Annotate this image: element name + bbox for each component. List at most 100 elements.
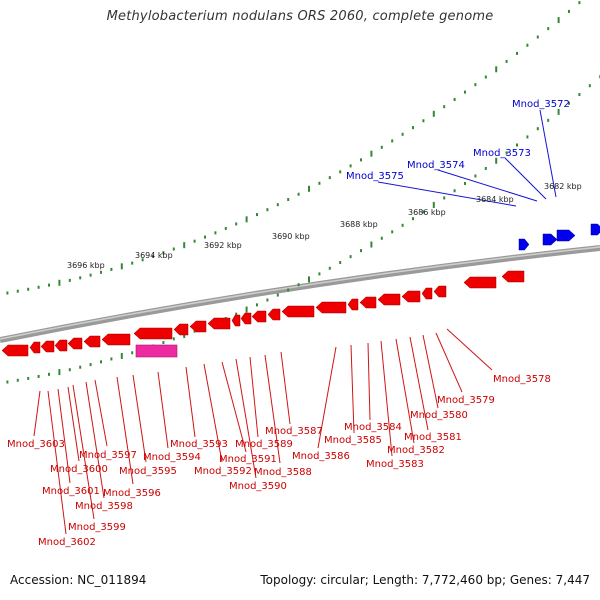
outer-scale-tick (308, 185, 310, 192)
reverse-label-line (185, 366, 196, 438)
forward-gene-arrow (518, 238, 530, 251)
inner-scale-tick (48, 372, 50, 376)
inner-scale-tick (484, 166, 487, 170)
inner-scale-tick (245, 306, 248, 313)
label-leader-lines (33, 109, 557, 535)
inner-scale-tick (110, 357, 113, 361)
reverse-gene-label: Mnod_3595 (119, 466, 177, 477)
inner-scale-tick (495, 157, 498, 164)
outer-scale-tick (16, 289, 19, 293)
reverse-gene-label: Mnod_3599 (68, 522, 126, 533)
inner-scale-tick (557, 108, 560, 115)
outer-scale-tick (79, 276, 82, 280)
reverse-label-line (33, 390, 41, 437)
reverse-gene-label: Mnod_3579 (437, 395, 495, 406)
reverse-gene-label: Mnod_3585 (324, 435, 382, 446)
reverse-label-line (264, 354, 281, 464)
inner-scale-tick (443, 196, 446, 200)
forward-gene-label: Mnod_3574 (407, 160, 465, 171)
inner-scale-tick (58, 369, 61, 376)
inner-scale-tick (100, 360, 102, 364)
inner-scale-tick (422, 210, 425, 214)
forward-label-line (539, 109, 557, 198)
gene-features (1, 223, 600, 358)
reverse-gene-arrow (421, 287, 433, 300)
reverse-label-line (422, 334, 439, 409)
outer-scale-tick (474, 83, 477, 87)
reverse-label-line (157, 371, 169, 449)
reverse-label-line (57, 388, 71, 484)
outer-scale-tick (557, 17, 560, 24)
reverse-gene-label: Mnod_3601 (42, 486, 100, 497)
reverse-gene-arrow (315, 301, 347, 314)
scale-label: 3688 kbp (340, 220, 378, 229)
inner-scale-tick (505, 151, 508, 155)
outer-scale-tick (380, 145, 383, 149)
outer-scale-tick (391, 139, 394, 143)
outer-scale-tick (349, 164, 352, 168)
highlighted-feature (135, 344, 178, 358)
labels: 3682 kbp 3684 kbp 3686 kbp 3688 kbp 3690 kbp… (7, 99, 582, 548)
outer-scale-tick (27, 287, 30, 291)
reverse-gene-arrow (347, 298, 359, 311)
scale-label: 3682 kbp (544, 182, 582, 191)
reverse-label-line (116, 376, 134, 485)
inner-scale-tick (547, 118, 550, 122)
outer-scale-tick (536, 35, 539, 39)
scale-label: 3696 kbp (67, 261, 105, 270)
outer-scale-tick (256, 213, 258, 217)
reverse-gene-label: Mnod_3578 (493, 374, 551, 385)
outer-scale-tick (443, 105, 446, 109)
reverse-gene-arrow (1, 344, 29, 357)
reverse-gene-label: Mnod_3602 (38, 537, 96, 548)
outer-scale-tick (141, 258, 144, 262)
reverse-gene-arrow (401, 290, 421, 303)
forward-gene-label: Mnod_3575 (346, 171, 404, 182)
outer-scale-tick (578, 1, 581, 5)
forward-gene-arrow (542, 233, 558, 246)
outer-scale-tick (89, 273, 92, 277)
inner-scale-tick (401, 223, 404, 227)
reverse-gene-label: Mnod_3588 (254, 467, 312, 478)
inner-scale-tick (453, 189, 456, 193)
inner-scale-tick (162, 341, 165, 345)
inner-scale-tick (536, 127, 539, 131)
reverse-label-line (67, 386, 80, 462)
inner-scale-tick (432, 201, 435, 208)
reverse-gene-label: Mnod_3581 (404, 432, 462, 443)
inner-scale-tick (370, 241, 373, 248)
reverse-gene-label: Mnod_3590 (229, 481, 287, 492)
map-title: Methylobacterium nodulans ORS 2060, comp… (106, 9, 494, 24)
reverse-gene-arrow (463, 276, 497, 289)
outer-scale-tick (453, 97, 456, 101)
reverse-label-line (85, 381, 105, 499)
outer-scale-tick (328, 176, 331, 180)
reverse-label-line (409, 336, 429, 431)
outer-scale-tick (370, 150, 373, 157)
reverse-gene-arrow (281, 305, 315, 318)
inner-scale-tick (308, 276, 310, 283)
reverse-label-line (47, 390, 67, 535)
outer-scale-tick (68, 278, 71, 282)
inner-scale-tick (380, 236, 383, 240)
inner-scale-tick (266, 298, 269, 302)
reverse-label-line (395, 338, 415, 444)
outer-scale-tick (162, 251, 165, 255)
outer-scale-tick (58, 279, 61, 286)
inner-scale-tick (120, 352, 123, 359)
inner-scale-tick (89, 363, 92, 367)
reverse-gene-arrow (54, 339, 68, 352)
reverse-gene-arrow (267, 308, 281, 321)
reverse-label-line (249, 356, 259, 438)
reverse-label-line (380, 340, 393, 457)
outer-scale-tick (276, 203, 279, 207)
outer-scale-tick (183, 242, 186, 249)
outer-scale-tick (193, 239, 196, 243)
outer-scale-tick (287, 198, 290, 202)
reverse-gene-label: Mnod_3598 (75, 501, 133, 512)
inner-scale-tick (391, 230, 394, 234)
reverse-gene-arrow (433, 285, 447, 298)
reverse-gene-label: Mnod_3591 (219, 454, 277, 465)
accession-text: Accession: NC_011894 (10, 573, 147, 587)
inner-scale-tick (287, 288, 290, 292)
